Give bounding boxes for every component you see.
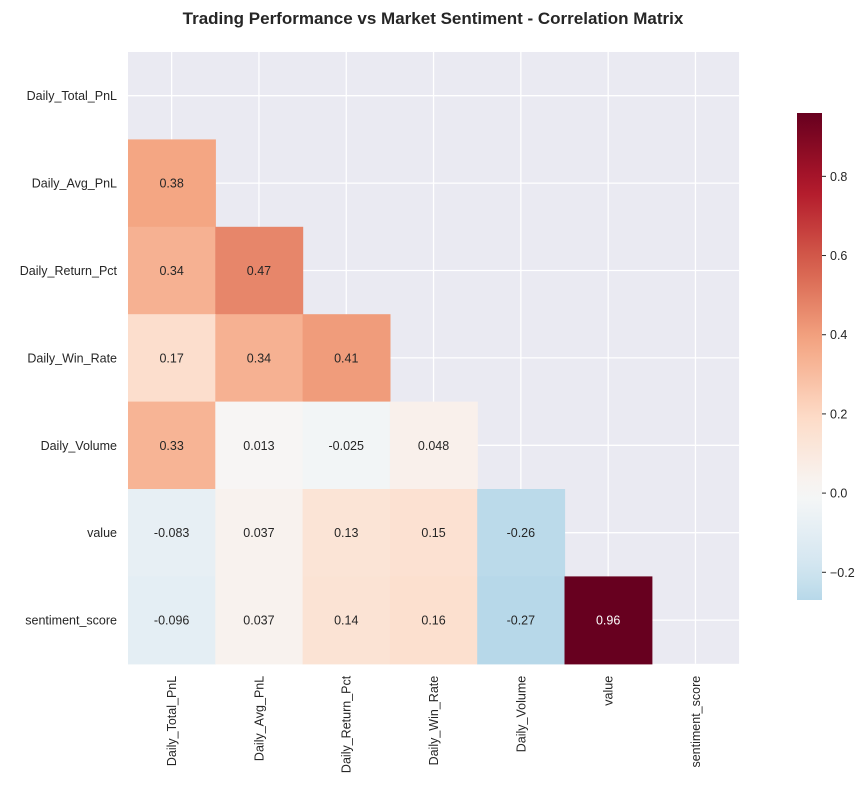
column-tick-label: Daily_Win_Rate [427,676,441,766]
chart-title: Trading Performance vs Market Sentiment … [183,9,684,28]
heatmap-cell [389,401,478,490]
row-tick-label: sentiment_score [25,614,117,628]
heatmap-cell [302,489,391,577]
heatmap-cell [215,489,304,577]
colorbar: −0.2 0.0 0.2 0.4 0.6 0.8 [797,113,855,600]
cell-value-label: 0.037 [243,526,274,540]
plot-area: 0.38 0.34 0.47 0.17 0.34 0.41 0.33 0.013 -0.025 0… [128,52,740,665]
column-tick-label: Daily_Volume [514,676,528,752]
heatmap-cell [302,401,391,490]
colorbar-tick-label: 0.8 [830,170,847,184]
cell-value-label: 0.17 [159,351,183,365]
cell-value-label: 0.16 [421,614,445,628]
heatmap-cell [215,401,304,490]
heatmap-cell [128,226,216,315]
colorbar-tick-label: 0.4 [830,328,847,342]
column-tick-label: Daily_Total_PnL [165,676,179,766]
row-tick-label: Daily_Volume [41,439,117,453]
cell-value-label: 0.33 [159,439,183,453]
colorbar-tick-label: −0.2 [830,566,855,580]
heatmap-cell [128,401,216,490]
heatmap-cell [477,576,566,665]
heatmap-cell [128,576,216,665]
cell-value-label: -0.083 [154,526,189,540]
cell-value-label: 0.34 [159,264,183,278]
column-tick-label: Daily_Avg_PnL [252,676,266,761]
cell-value-label: 0.38 [159,177,183,191]
cell-value-label: -0.025 [329,439,364,453]
heatmap-cell [302,314,391,403]
row-tick-label: Daily_Avg_PnL [32,177,117,191]
heatmap-cell [128,139,216,228]
cell-value-label: -0.27 [507,614,536,628]
column-tick-label: Daily_Return_Pct [340,675,354,773]
row-labels: Daily_Total_PnL Daily_Avg_PnL Daily_Return… [20,89,118,627]
cell-value-label: 0.41 [334,351,358,365]
row-tick-label: value [87,526,117,540]
heatmap-cell [215,576,304,665]
heatmap-cell [128,314,216,403]
heatmap-cell [215,226,304,315]
colorbar-gradient [797,113,822,600]
cell-value-label: 0.96 [596,614,620,628]
cell-value-label: 0.15 [421,526,445,540]
heatmap-cell [477,489,566,577]
cell-value-label: 0.34 [247,351,271,365]
cell-value-label: -0.096 [154,614,189,628]
cell-value-label: 0.47 [247,264,271,278]
column-tick-label: sentiment_score [689,676,703,768]
cell-value-label: 0.048 [418,439,449,453]
heatmap-cell [302,576,391,665]
row-tick-label: Daily_Return_Pct [20,264,118,278]
colorbar-tick-label: 0.2 [830,407,847,421]
colorbar-tick-label: 0.6 [830,249,847,263]
column-labels: Daily_Total_PnL Daily_Avg_PnL Daily_Return… [165,675,703,773]
row-tick-label: Daily_Total_PnL [27,89,117,103]
column-tick-label: value [602,676,616,706]
row-tick-label: Daily_Win_Rate [27,351,117,365]
cell-value-label: 0.037 [243,614,274,628]
heatmap-cell [564,576,653,665]
heatmap-cell [389,489,478,577]
heatmap-cell [389,576,478,665]
cell-value-label: 0.013 [243,439,274,453]
cell-value-label: 0.13 [334,526,358,540]
cell-value-label: -0.26 [507,526,536,540]
heatmap-cell [128,489,216,577]
colorbar-tick-label: 0.0 [830,487,847,501]
heatmap-cell [215,314,304,403]
cell-value-label: 0.14 [334,614,358,628]
